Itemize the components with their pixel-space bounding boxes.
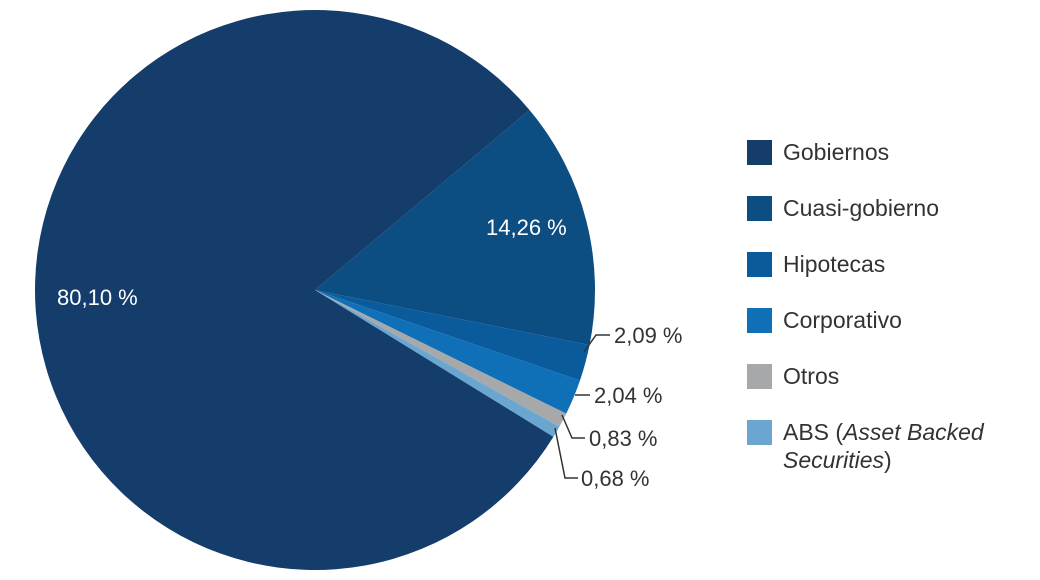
swatch-corporativo bbox=[747, 308, 772, 333]
slice-otros bbox=[315, 290, 567, 427]
leader-lines bbox=[554, 334, 610, 479]
label-gobiernos: 80,10 % bbox=[57, 285, 138, 310]
legend-item-abs: ABS (Asset Backed Securities) bbox=[747, 418, 1037, 474]
legend-label: Hipotecas bbox=[783, 251, 886, 277]
legend-item-otros: Otros bbox=[747, 362, 1037, 418]
slice-cuasi-gobierno bbox=[315, 110, 596, 346]
legend: Gobiernos Cuasi-gobierno Hipotecas Corpo… bbox=[747, 138, 1037, 474]
leader-otros bbox=[561, 414, 585, 439]
swatch-gobiernos bbox=[747, 140, 772, 165]
legend-label: Otros bbox=[783, 363, 840, 389]
slice-abs bbox=[315, 290, 560, 437]
label-corporativo: 2,04 % bbox=[594, 383, 663, 408]
label-otros: 0,83 % bbox=[589, 426, 658, 451]
legend-item-cuasi-gobierno: Cuasi-gobierno bbox=[747, 194, 1037, 250]
legend-label: Corporativo bbox=[783, 307, 902, 333]
leader-hipotecas bbox=[583, 334, 610, 353]
label-hipotecas: 2,09 % bbox=[614, 323, 683, 348]
legend-label: Cuasi-gobierno bbox=[783, 195, 939, 221]
swatch-cuasi-gobierno bbox=[747, 196, 772, 221]
slice-hipotecas bbox=[315, 290, 590, 381]
label-cuasi-gobierno: 14,26 % bbox=[486, 215, 567, 240]
legend-label: ABS (Asset Backed Securities) bbox=[783, 419, 984, 473]
swatch-otros bbox=[747, 364, 772, 389]
slice-gobiernos bbox=[34, 9, 554, 571]
swatch-hipotecas bbox=[747, 252, 772, 277]
legend-item-hipotecas: Hipotecas bbox=[747, 250, 1037, 306]
swatch-abs bbox=[747, 420, 772, 445]
pie-slices bbox=[34, 9, 596, 571]
pie-chart: 80,10 % 14,26 % 2,09 % 2,04 % 0,83 % 0,6… bbox=[34, 9, 683, 571]
leader-abs bbox=[554, 427, 578, 479]
slice-corporativo bbox=[315, 290, 580, 414]
label-abs: 0,68 % bbox=[581, 466, 650, 491]
legend-item-corporativo: Corporativo bbox=[747, 306, 1037, 362]
legend-label: Gobiernos bbox=[783, 139, 890, 165]
legend-item-gobiernos: Gobiernos bbox=[747, 138, 1037, 194]
